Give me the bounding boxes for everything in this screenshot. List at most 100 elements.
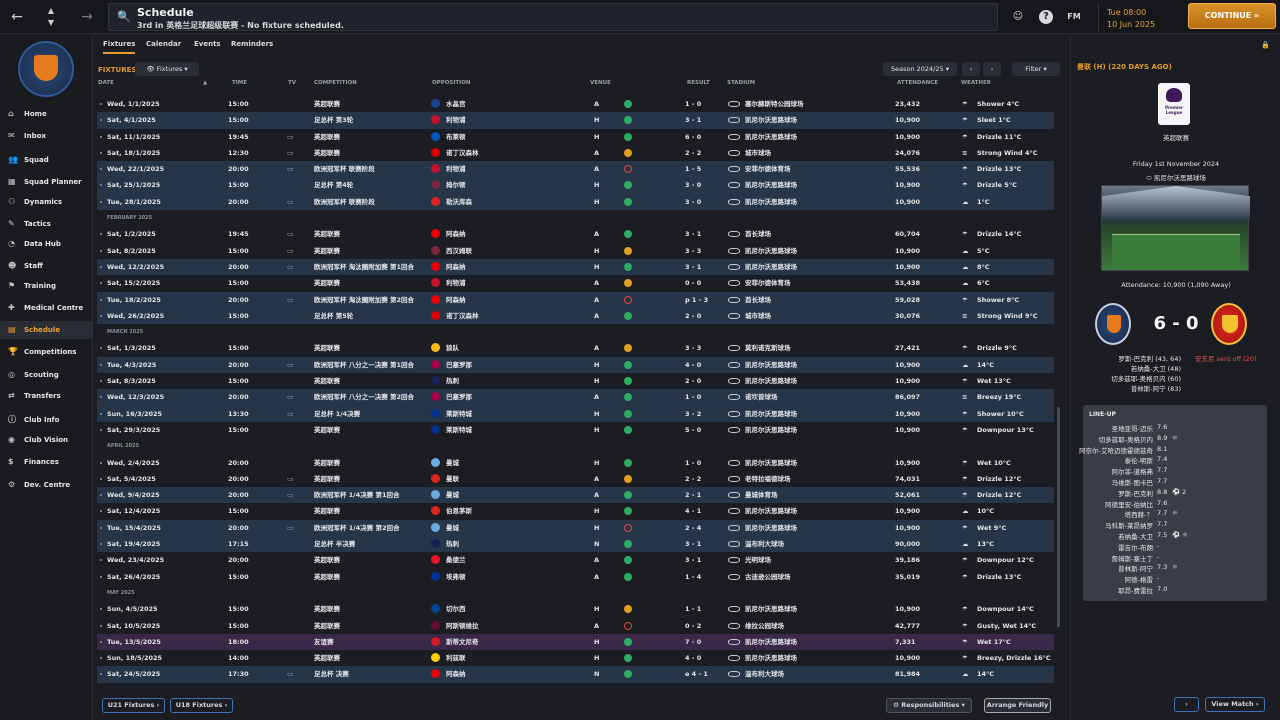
fixture-competition[interactable]: 欧洲冠军杯 淘汰圈附加赛 第1回合 — [314, 262, 415, 271]
next-match-button[interactable]: › — [1174, 697, 1199, 712]
fixture-opposition[interactable]: 拇尔顿 — [446, 181, 466, 190]
fixture-opposition[interactable]: 诺丁汉森林 — [446, 311, 479, 320]
table-row[interactable]: Wed, 22/1/2025 20:00 ▭ 欧洲冠军杯 联赛阶段 利物浦 A 1 - 5 安… — [97, 161, 1054, 178]
fm-menu-button[interactable]: FM — [1067, 12, 1081, 21]
col-date[interactable]: DATE — [98, 80, 114, 86]
fixture-result[interactable]: 3 - 1 — [685, 230, 702, 239]
fixture-opposition[interactable]: 莱斯特城 — [446, 409, 472, 418]
filter-button[interactable]: Filter ▾ — [1012, 62, 1060, 76]
fixture-opposition[interactable]: 西汉姆联 — [446, 246, 472, 255]
table-row[interactable]: Wed, 26/2/2025 15:00 足总杯 第5轮 诺丁汉森林 A 2 - 0 城市球… — [97, 307, 1054, 325]
lineup-row[interactable]: 泰伦-明斯 7.4 — [1083, 455, 1267, 465]
fixture-result[interactable]: 2 - 2 — [685, 148, 702, 157]
sidebar-item-dynamics[interactable]: ⚇ Dynamics — [0, 193, 93, 211]
player-name[interactable]: 雷吉尔-布朗 — [1118, 543, 1153, 552]
lineup-row[interactable]: 圣地亚哥-迈乐 7.6 — [1083, 423, 1267, 433]
col-result[interactable]: RESULT — [687, 80, 710, 86]
match-heading[interactable]: 曼联 (H) (220 DAYS AGO) — [1077, 63, 1172, 71]
fixture-opposition[interactable]: 曼城 — [446, 523, 459, 532]
sidebar-item-scouting[interactable]: ◎ Scouting — [0, 366, 93, 384]
table-row[interactable]: Wed, 23/4/2025 20:00 英超联赛 桑德兰 A 3 - 1 光明球场 39,1… — [97, 552, 1054, 569]
fixture-result[interactable]: 2 - 2 — [685, 474, 702, 483]
lock-icon[interactable]: 🔒 — [1261, 41, 1270, 49]
fixture-competition[interactable]: 欧洲冠军杯 1/4决赛 第1回合 — [314, 491, 400, 500]
table-row[interactable]: Sat, 1/3/2025 15:00 英超联赛 狼队 A 3 - 3 莫利诺克斯球场 27,… — [97, 340, 1054, 357]
lineup-row[interactable]: 塔西赫-？ 7.7 ☼ — [1083, 509, 1267, 519]
lineup-row[interactable]: 若纳桑-大卫 7.5 ⚽ ☼ — [1083, 531, 1267, 541]
help-icon[interactable]: ? — [1039, 10, 1053, 24]
lineup-row[interactable]: 阿德-格雷 - — [1083, 574, 1267, 584]
fixture-opposition[interactable]: 热刺 — [446, 377, 459, 386]
club-crest[interactable] — [18, 41, 74, 97]
fixture-result[interactable]: 2 - 4 — [685, 523, 702, 532]
fixture-competition[interactable]: 英超联赛 — [314, 279, 340, 288]
responsibilities-button[interactable]: ⚙ Responsibilities ▾ — [886, 698, 972, 713]
fixture-opposition[interactable]: 巴塞罗那 — [446, 393, 472, 402]
fixture-result[interactable]: 1 - 1 — [685, 605, 702, 614]
lineup-row[interactable]: 马维斯-图卡巴 7.7 — [1083, 477, 1267, 487]
table-row[interactable]: Tue, 28/1/2025 20:00 ▭ 欧洲冠军杯 联赛阶段 勒沃库森 H 3 - 0… — [97, 193, 1054, 211]
prev-season-button[interactable]: ‹ — [962, 62, 980, 76]
table-row[interactable]: Wed, 12/2/2025 20:00 ▭ 欧洲冠军杯 淘汰圈附加赛 第1回合 阿森纳… — [97, 258, 1054, 276]
next-season-button[interactable]: › — [983, 62, 1001, 76]
table-row[interactable]: Sat, 26/4/2025 15:00 英超联赛 埃弗顿 A 1 - 4 古迪逊公园球场 3… — [97, 568, 1054, 585]
fixture-result[interactable]: 3 - 1 — [685, 262, 702, 271]
table-row[interactable]: Tue, 13/5/2025 18:00 友谊赛 斯蒂文尼奇 H 7 - 0 凯尼尔沃思路球… — [97, 633, 1054, 651]
fixture-result[interactable]: 3 - 3 — [685, 344, 702, 353]
sidebar-item-finances[interactable]: $ Finances — [0, 453, 93, 471]
fixture-opposition[interactable]: 埃弗顿 — [446, 572, 466, 581]
player-name[interactable]: 耶昂-费雷拉 — [1118, 587, 1153, 595]
fixture-competition[interactable]: 英超联赛 — [314, 100, 340, 108]
tab-reminders[interactable]: Reminders — [231, 40, 274, 48]
table-row[interactable]: Sat, 11/1/2025 19:45 ▭ 英超联赛 布莱顿 H 6 - 0 凯尼尔沃思路球… — [97, 128, 1054, 145]
lineup-row[interactable]: 阿尔菲-道格弗 7.7 — [1083, 466, 1267, 476]
fixture-competition[interactable]: 欧洲冠军杯 八分之一决赛 第1回合 — [314, 360, 415, 369]
sidebar-item-dev-centre[interactable]: ⚙ Dev. Centre — [0, 476, 93, 494]
fixture-result[interactable]: 1 - 5 — [685, 165, 702, 174]
fixture-result[interactable]: 3 - 1 — [685, 556, 702, 565]
table-row[interactable]: Sat, 5/4/2025 20:00 ▭ 英超联赛 曼联 A 2 - 2 老特拉福德球场 74… — [97, 470, 1054, 488]
table-row[interactable]: Tue, 18/2/2025 20:00 ▭ 欧洲冠军杯 淘汰圈附加赛 第2回合 阿森纳… — [97, 291, 1054, 308]
table-row[interactable]: Sat, 8/3/2025 15:00 英超联赛 热刺 H 2 - 0 凯尼尔沃思路球场 10… — [97, 373, 1054, 390]
fixture-result[interactable]: 2 - 0 — [685, 311, 702, 320]
fixture-competition[interactable]: 英超联赛 — [314, 621, 340, 630]
fixture-result[interactable]: 4 - 0 — [685, 654, 702, 663]
fixture-competition[interactable]: 足总杯 第5轮 — [314, 311, 354, 320]
fixture-opposition[interactable]: 曼城 — [446, 458, 459, 467]
fixture-competition[interactable]: 欧洲冠军杯 1/4决赛 第2回合 — [314, 523, 400, 532]
table-row[interactable]: Sun, 18/5/2025 14:00 英超联赛 利兹联 H 4 - 0 凯尼尔沃思路球场… — [97, 650, 1054, 667]
player-name[interactable]: 阿奈尔-艾哈迈德霍德兹奇 — [1079, 446, 1153, 455]
table-row[interactable]: Sat, 25/1/2025 15:00 足总杯 第4轮 拇尔顿 H 3 - 0 凯尼尔沃思… — [97, 177, 1054, 194]
history-down-icon[interactable]: ▼ — [47, 18, 55, 27]
col-stadium[interactable]: STADIUM — [727, 80, 756, 86]
col-attendance[interactable]: ATTENDANCE — [897, 80, 939, 86]
tab-fixtures[interactable]: Fixtures — [103, 40, 136, 54]
fixture-opposition[interactable]: 阿斯顿维拉 — [446, 621, 479, 630]
fixture-opposition[interactable]: 切尔西 — [446, 605, 466, 614]
table-row[interactable]: Sat, 29/3/2025 15:00 英超联赛 莱斯特城 H 5 - 0 凯尼尔沃思路球… — [97, 421, 1054, 439]
fixture-result[interactable]: 2 - 1 — [685, 491, 702, 500]
fixture-opposition[interactable]: 巴塞罗那 — [446, 360, 472, 369]
fixture-opposition[interactable]: 阿森纳 — [446, 295, 466, 304]
view-match-button[interactable]: View Match › — [1205, 697, 1265, 712]
fixture-competition[interactable]: 足总杯 决赛 — [314, 670, 349, 679]
continue-button[interactable]: CONTINUE » — [1188, 3, 1276, 29]
season-dropdown[interactable]: Season 2024/25 ▾ — [883, 62, 957, 76]
fixture-competition[interactable]: 欧洲冠军杯 联赛阶段 — [314, 165, 375, 174]
sidebar-item-squad-planner[interactable]: ▦ Squad Planner — [0, 173, 93, 191]
player-name[interactable]: 马维斯-图卡巴 — [1111, 479, 1153, 487]
table-row[interactable]: Wed, 12/3/2025 20:00 ▭ 欧洲冠军杯 八分之一决赛 第2回合 巴塞罗… — [97, 389, 1054, 406]
lineup-row[interactable]: 罗斯-巴克利 8.8 ⚽ 2 — [1083, 488, 1267, 498]
fixture-result[interactable]: 3 - 1 — [685, 116, 702, 125]
tab-calendar[interactable]: Calendar — [146, 40, 182, 48]
sidebar-item-training[interactable]: ⚑ Training — [0, 277, 93, 295]
fixture-opposition[interactable]: 曼城 — [446, 491, 459, 500]
fixture-competition[interactable]: 英超联赛 — [314, 572, 340, 581]
fixture-opposition[interactable]: 诺丁汉森林 — [446, 148, 479, 157]
player-name[interactable]: 切多兹耶-奥格贝内 — [1098, 435, 1153, 444]
fixture-result[interactable]: 3 - 2 — [685, 409, 702, 418]
fixture-opposition[interactable]: 阿森纳 — [446, 230, 466, 239]
fixture-result[interactable]: 6 - 0 — [685, 132, 702, 141]
tab-events[interactable]: Events — [194, 40, 221, 48]
